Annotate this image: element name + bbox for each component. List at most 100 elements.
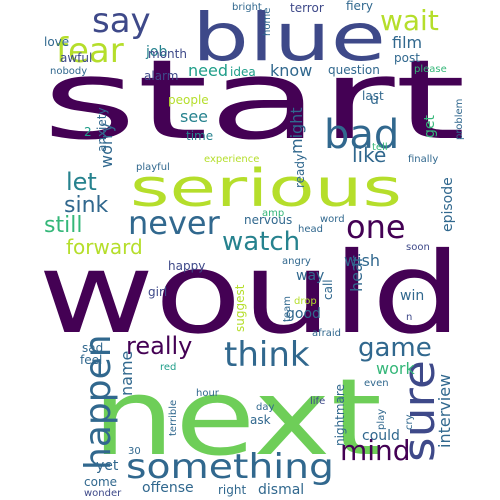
- word-play: play: [376, 409, 387, 430]
- word-home: home: [262, 8, 273, 36]
- word-fear: fear: [56, 31, 124, 71]
- word-sad: sad: [82, 341, 103, 355]
- word-forward: forward: [66, 235, 143, 259]
- word-cry: cry: [404, 414, 415, 430]
- word-never: never: [128, 204, 221, 242]
- word-come: come: [84, 475, 117, 489]
- word-even: even: [364, 378, 389, 389]
- word-episode: episode: [440, 177, 456, 232]
- word-like: like: [352, 143, 386, 167]
- word-something: something: [126, 447, 334, 487]
- word-good: good: [286, 306, 321, 322]
- word-game: game: [358, 333, 432, 363]
- word-blue: blue: [192, 0, 386, 76]
- word-word: word: [320, 214, 345, 225]
- word-girl: girl: [148, 285, 167, 299]
- word-ask: ask: [250, 413, 271, 427]
- word-start: start: [42, 36, 466, 164]
- word-really: really: [126, 332, 192, 360]
- word-right: right: [218, 483, 246, 497]
- word-drop: drop: [294, 296, 317, 307]
- word-alarm: alarm: [144, 69, 178, 83]
- word-terrible: terrible: [168, 400, 179, 436]
- word-name: name: [117, 351, 136, 396]
- word-think: think: [224, 335, 310, 375]
- word-2: 2: [84, 125, 92, 139]
- word-happen: happen: [78, 334, 119, 470]
- word-nervous: nervous: [244, 213, 292, 227]
- word-bright: bright: [232, 2, 262, 13]
- word-red: red: [160, 362, 176, 373]
- word-u: u: [370, 92, 379, 108]
- word-30: 30: [128, 446, 141, 457]
- word-idea: idea: [230, 65, 256, 79]
- word-playful: playful: [136, 162, 170, 173]
- word-offense: offense: [142, 480, 194, 496]
- word-last: last: [362, 89, 384, 103]
- word-head: head: [298, 224, 323, 235]
- word-finally: finally: [408, 154, 438, 165]
- word-sure: sure: [394, 360, 445, 462]
- word-people: people: [168, 93, 209, 107]
- word-would: would: [38, 229, 462, 359]
- word-wait: wait: [380, 4, 439, 37]
- word-win: win: [400, 288, 424, 304]
- word-job: job: [145, 44, 167, 60]
- word-problem: problem: [454, 99, 465, 140]
- word-ready: ready: [293, 154, 307, 188]
- word-know: know: [270, 61, 312, 80]
- word-terror: terror: [290, 1, 324, 15]
- word-love: love: [44, 35, 69, 49]
- word-might: might: [287, 107, 306, 154]
- word-call: call: [321, 279, 335, 300]
- word-life: life: [310, 396, 325, 407]
- word-next: next: [92, 356, 382, 479]
- word-let: let: [66, 168, 97, 196]
- word-month: month: [148, 47, 187, 61]
- word-way: way: [296, 268, 324, 284]
- word-interview: interview: [435, 374, 454, 448]
- word-wonder: wonder: [84, 488, 122, 499]
- word-film: film: [392, 33, 422, 52]
- word-feel: feel: [80, 353, 102, 367]
- word-still: still: [44, 213, 82, 238]
- word-suggest: suggest: [233, 284, 247, 332]
- word-hour: hour: [196, 388, 220, 399]
- word-one: one: [346, 208, 406, 246]
- word-could: could: [362, 428, 400, 444]
- word-yet: yet: [96, 458, 119, 474]
- word-work: work: [376, 359, 415, 378]
- word-question: question: [328, 63, 380, 77]
- word-nightmare: nightmare: [333, 384, 347, 446]
- word-worry: worry: [97, 123, 116, 168]
- word-angry: angry: [282, 256, 311, 267]
- word-experience: experience: [204, 154, 259, 165]
- word-mind: mind: [340, 434, 411, 467]
- word-n: n: [406, 312, 412, 323]
- word-serious: serious: [130, 159, 402, 219]
- word-team: team: [282, 296, 293, 322]
- word-hear: hear: [347, 255, 366, 292]
- word-watch: watch: [222, 227, 300, 257]
- word-need: need: [188, 61, 228, 80]
- word-bad: bad: [324, 112, 399, 158]
- word-see: see: [180, 107, 208, 126]
- word-wish: wish: [344, 251, 380, 270]
- word-fiery: fiery: [346, 0, 373, 13]
- word-tell: tell: [372, 142, 388, 153]
- word-awful: awful: [60, 51, 92, 65]
- word-amp: amp: [262, 208, 284, 219]
- word-sink: sink: [64, 193, 109, 218]
- word-post: post: [394, 51, 420, 65]
- word-happy: happy: [168, 259, 205, 273]
- word-anxiety: anxiety: [95, 107, 109, 152]
- word-day: day: [256, 402, 274, 413]
- word-please: please: [414, 64, 447, 75]
- word-get: get: [422, 115, 438, 139]
- word-soon: soon: [406, 242, 430, 253]
- word-time: time: [186, 129, 213, 143]
- word-say: say: [92, 1, 151, 41]
- word-dismal: dismal: [258, 482, 304, 498]
